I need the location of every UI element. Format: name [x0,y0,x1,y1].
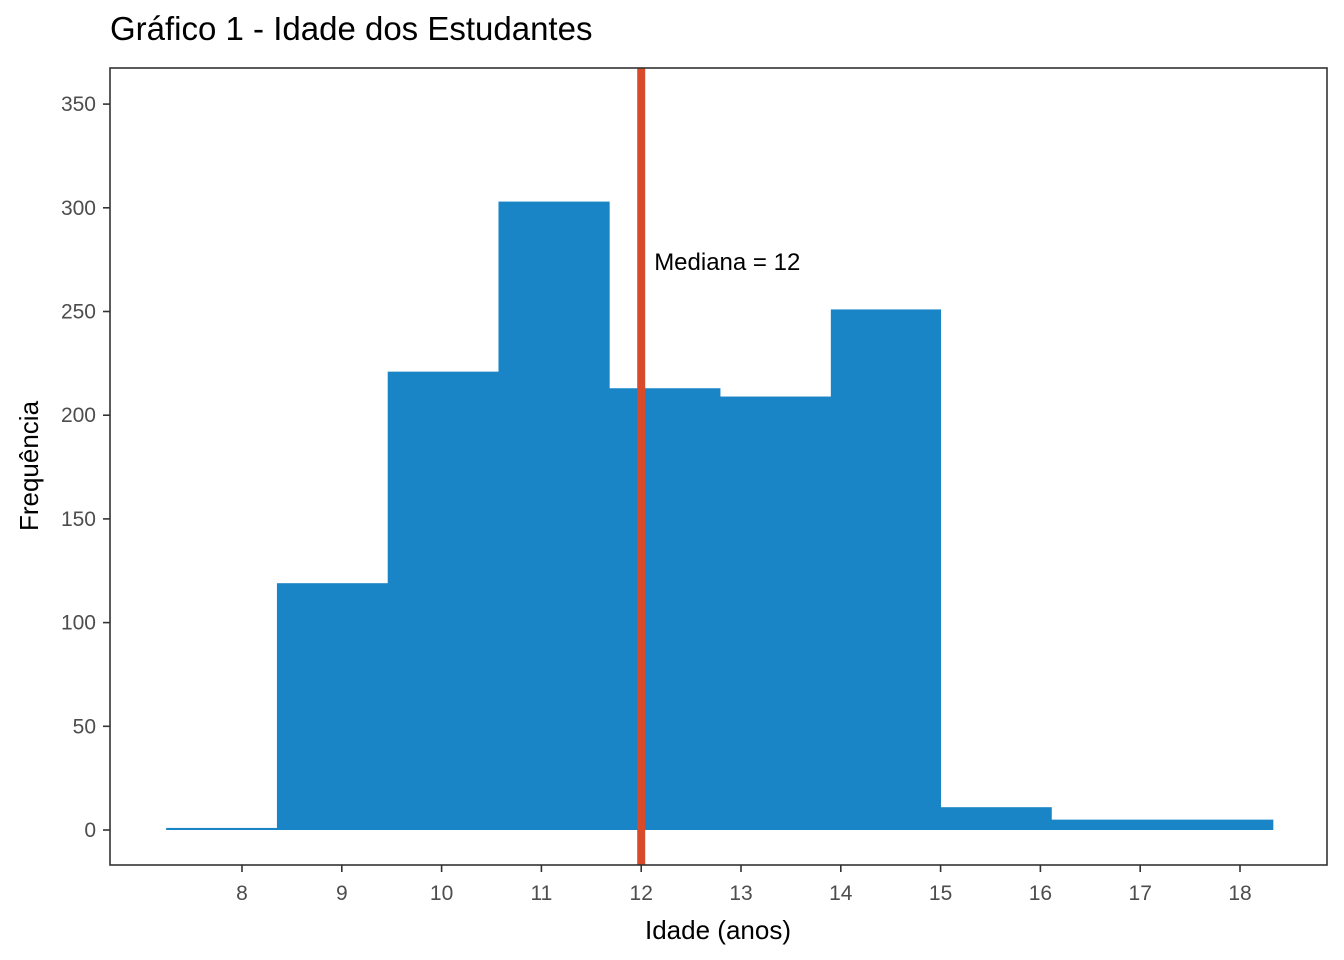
y-tick-label: 200 [61,404,96,427]
y-tick-label: 300 [61,197,96,220]
median-annotation: Mediana = 12 [654,249,800,276]
histogram-bars [166,201,1274,830]
x-tick-label: 10 [430,882,453,905]
y-tick-label: 150 [61,508,96,531]
histogram-bar [276,583,389,830]
x-tick-label: 13 [729,882,752,905]
histogram-bar [609,388,721,830]
x-tick-label: 8 [236,882,248,905]
y-tick-label: 0 [84,819,96,842]
y-tick-label: 100 [61,612,96,635]
histogram-bar [387,371,499,830]
histogram-bar [830,309,941,830]
y-axis-title: Frequência [14,400,44,531]
x-tick-label: 16 [1029,882,1052,905]
y-tick-label: 250 [61,301,96,324]
x-axis-title: Idade (anos) [645,915,791,945]
histogram-bar [1051,819,1163,830]
y-tick-label: 350 [61,93,96,116]
median-group: Mediana = 12 [637,68,800,865]
histogram-bar [940,807,1052,830]
x-tick-label: 9 [336,882,348,905]
x-tick-label: 17 [1129,882,1152,905]
histogram-bar [720,396,832,830]
x-tick-label: 18 [1228,882,1251,905]
y-tick-label: 50 [73,715,96,738]
plot-panel-border [109,67,1328,866]
x-axis: 8 9 10 11 12 13 14 15 16 17 18 [236,865,1252,905]
x-tick-label: 15 [929,882,952,905]
histogram-bar [498,201,610,830]
x-tick-label: 11 [530,882,552,905]
histogram-bar [166,827,278,830]
histogram-bar [1162,819,1274,830]
y-axis: 0 50 100 150 200 250 300 350 [61,93,110,842]
chart-title: Gráfico 1 - Idade dos Estudantes [110,10,593,47]
x-tick-label: 14 [829,882,853,905]
x-tick-label: 12 [630,882,653,905]
